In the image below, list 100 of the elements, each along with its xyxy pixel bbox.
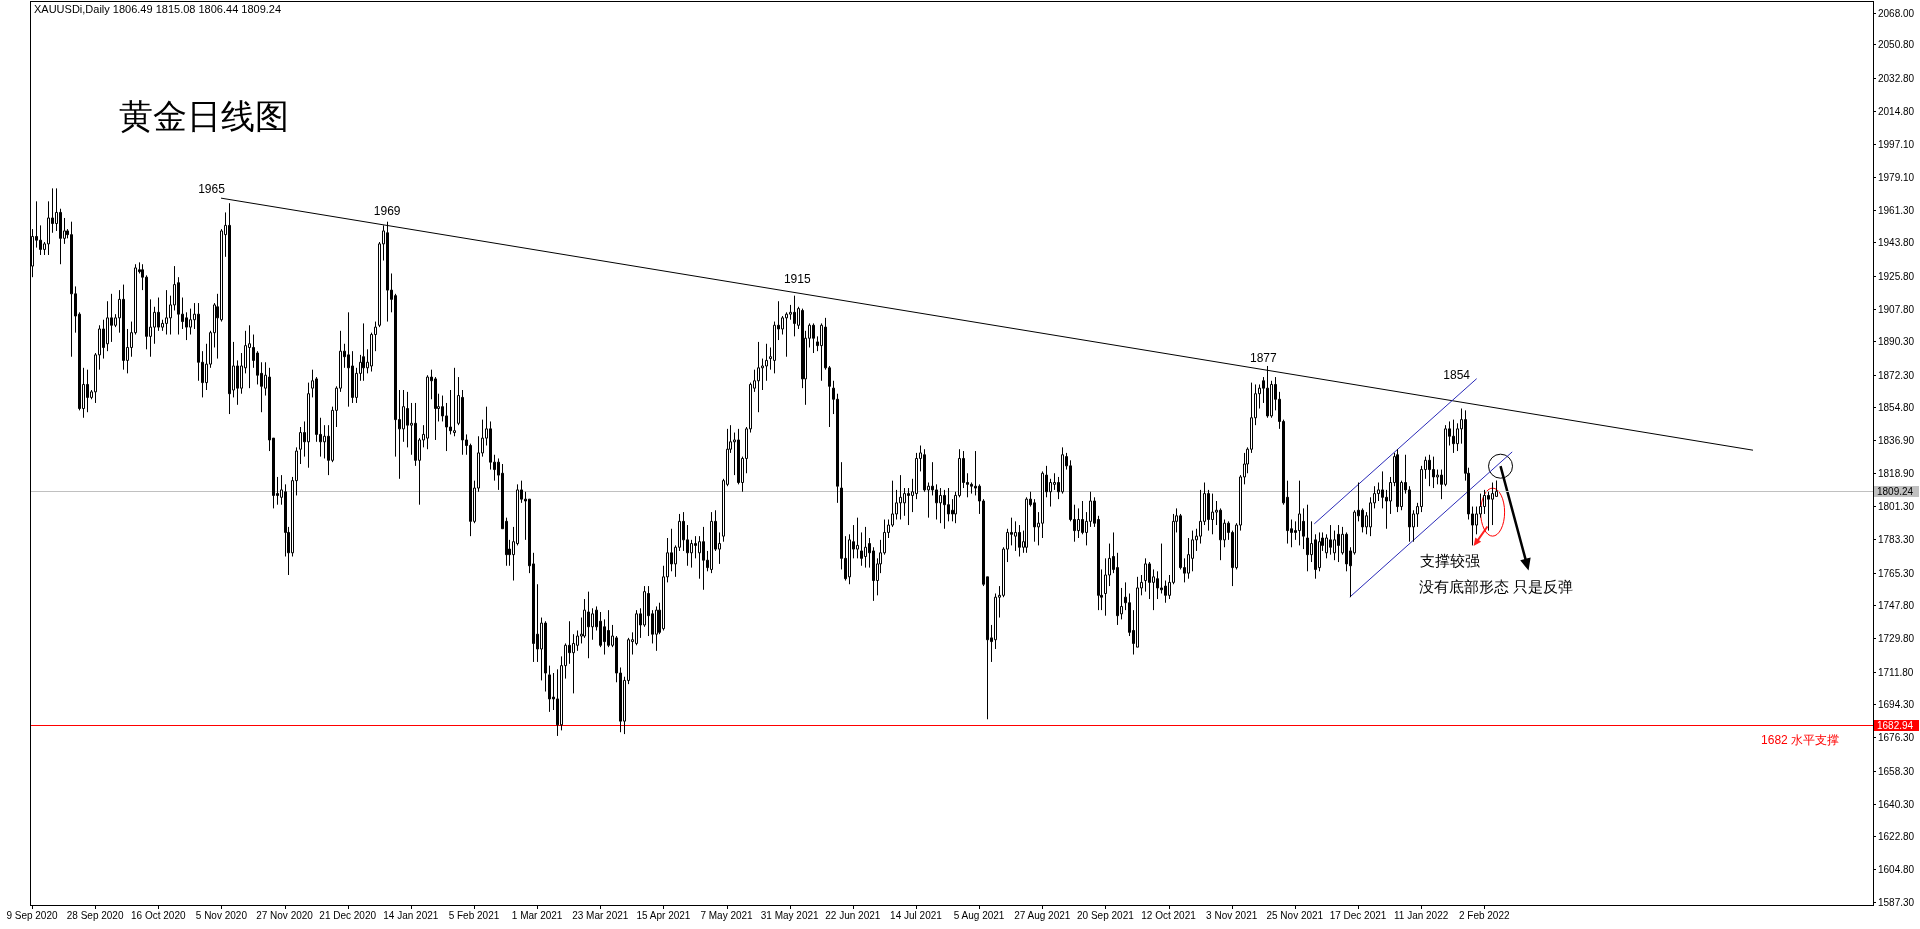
annotation: 1915 [783, 271, 811, 286]
y-tick-label: 1640.30 [1878, 799, 1915, 810]
candlestick [702, 526, 705, 591]
y-tick-label: 1676.30 [1878, 732, 1915, 743]
x-tick-label: 5 Nov 2020 [195, 910, 248, 921]
y-tick-label: 1783.30 [1878, 534, 1915, 545]
x-tick-label: 16 Oct 2020 [131, 910, 186, 921]
y-tick-label: 1907.80 [1878, 304, 1915, 315]
candlestick [1428, 454, 1431, 487]
x-tick-label: 25 Nov 2021 [1266, 910, 1324, 921]
x-tick-label: 2 Feb 2022 [1458, 910, 1510, 921]
y-tick-label: 1961.30 [1878, 205, 1915, 216]
annotation: 1682 水平支撑 [1761, 732, 1840, 747]
y-tick-label: 1890.30 [1878, 336, 1915, 347]
y-tick-label: 1836.90 [1878, 435, 1915, 446]
candlestick [248, 324, 251, 389]
x-tick-label: 20 Sep 2021 [1077, 910, 1135, 921]
chart-subtitle: XAUUSDi,Daily 1806.49 1815.08 1806.44 1809.24 [34, 3, 282, 15]
candlestick [710, 511, 713, 574]
candlestick [165, 289, 168, 336]
y-tick-label: 1694.30 [1878, 699, 1915, 710]
annotation: 1969 [373, 203, 401, 218]
x-tick-label: 3 Nov 2021 [1206, 910, 1258, 921]
y-tick-label: 2050.80 [1878, 39, 1915, 50]
candlestick [820, 322, 823, 382]
x-tick-label: 17 Dec 2021 [1329, 910, 1387, 921]
annotation: 1854 [1443, 368, 1471, 383]
annotation: 1877 [1249, 350, 1278, 365]
annotation: 1965 [198, 182, 226, 197]
x-tick-label: 31 May 2021 [760, 910, 820, 921]
x-tick-label: 1 Mar 2021 [511, 910, 563, 921]
y-tick-label: 1818.90 [1878, 468, 1915, 479]
x-tick-label: 22 Jun 2021 [825, 910, 881, 921]
candlestick [943, 489, 946, 530]
candlestick [1329, 524, 1332, 556]
y-tick-label: 1801.30 [1878, 501, 1915, 512]
candlestick [860, 531, 863, 567]
candlestick [453, 367, 456, 437]
candlestick [864, 526, 867, 569]
candlestick [1396, 448, 1399, 513]
x-tick-label: 14 Jul 2021 [890, 910, 943, 921]
candlestick [587, 591, 590, 659]
candlestick [544, 620, 547, 693]
candlestick [228, 202, 231, 415]
candlestick [1432, 456, 1435, 489]
x-tick-label: 11 Jan 2022 [1393, 910, 1449, 921]
x-tick-label: 12 Oct 2021 [1141, 910, 1197, 921]
x-tick-label: 5 Feb 2021 [448, 910, 500, 921]
annotation: 没有底部形态 只是反弹 [1419, 577, 1574, 595]
y-tick-label: 1765.30 [1878, 568, 1915, 579]
x-tick-label: 28 Sep 2020 [66, 910, 124, 921]
candlestick [793, 295, 796, 337]
x-tick-label: 27 Nov 2020 [256, 910, 314, 921]
y-tick-label: 1854.80 [1878, 402, 1915, 413]
x-tick-label: 21 Dec 2020 [319, 910, 377, 921]
x-tick-label: 5 Aug 2021 [953, 910, 1005, 921]
candlestick [1306, 504, 1309, 572]
candlestick [122, 284, 125, 371]
candlestick [856, 517, 859, 559]
candlestick [347, 311, 350, 408]
y-tick-label: 1747.80 [1878, 600, 1915, 611]
candlestick [1266, 365, 1269, 419]
x-tick-label: 23 Mar 2021 [572, 910, 629, 921]
y-tick-label: 1872.30 [1878, 370, 1915, 381]
y-tick-label: 1925.80 [1878, 271, 1915, 282]
x-tick-label: 7 May 2021 [700, 910, 754, 921]
x-tick-label: 27 Aug 2021 [1014, 910, 1071, 921]
candlestick [1061, 446, 1064, 495]
y-tick-label: 2068.00 [1878, 8, 1915, 19]
y-tick-label: 1604.80 [1878, 864, 1915, 875]
annotation: 支撑较强 [1420, 552, 1481, 570]
y-tick-label: 1997.10 [1878, 139, 1915, 150]
candlestick [548, 665, 551, 713]
text: 黄金日线图 [118, 96, 289, 135]
y-tick-label: 1711.80 [1878, 667, 1914, 678]
ref-line-label: 1682.94 [1877, 720, 1914, 731]
y-tick-label: 2014.80 [1878, 106, 1915, 117]
candlestick [386, 221, 389, 323]
y-tick-label: 1729.80 [1878, 633, 1915, 644]
candlestick [1452, 419, 1455, 454]
y-tick-label: 1587.30 [1878, 897, 1915, 908]
candlestick [362, 322, 365, 382]
candlestick [1298, 480, 1301, 546]
y-tick-label: 1658.30 [1878, 766, 1915, 777]
x-tick-label: 15 Apr 2021 [636, 910, 691, 921]
candlestick [70, 221, 73, 358]
candlestick [655, 605, 658, 652]
candlestick [1211, 493, 1214, 535]
ref-line-label: 1809.24 [1877, 486, 1914, 497]
y-tick-label: 2032.80 [1878, 73, 1915, 84]
candlestick [1025, 496, 1028, 554]
x-tick-label: 9 Sep 2020 [6, 910, 58, 921]
candlestick [757, 341, 760, 413]
y-tick-label: 1979.10 [1878, 172, 1915, 183]
candlestick [307, 382, 310, 469]
y-tick-label: 1622.80 [1878, 831, 1915, 842]
candlestick [1018, 524, 1021, 557]
candlestick [899, 474, 902, 520]
x-tick-label: 14 Jan 2021 [383, 910, 439, 921]
candlestick [812, 322, 815, 354]
